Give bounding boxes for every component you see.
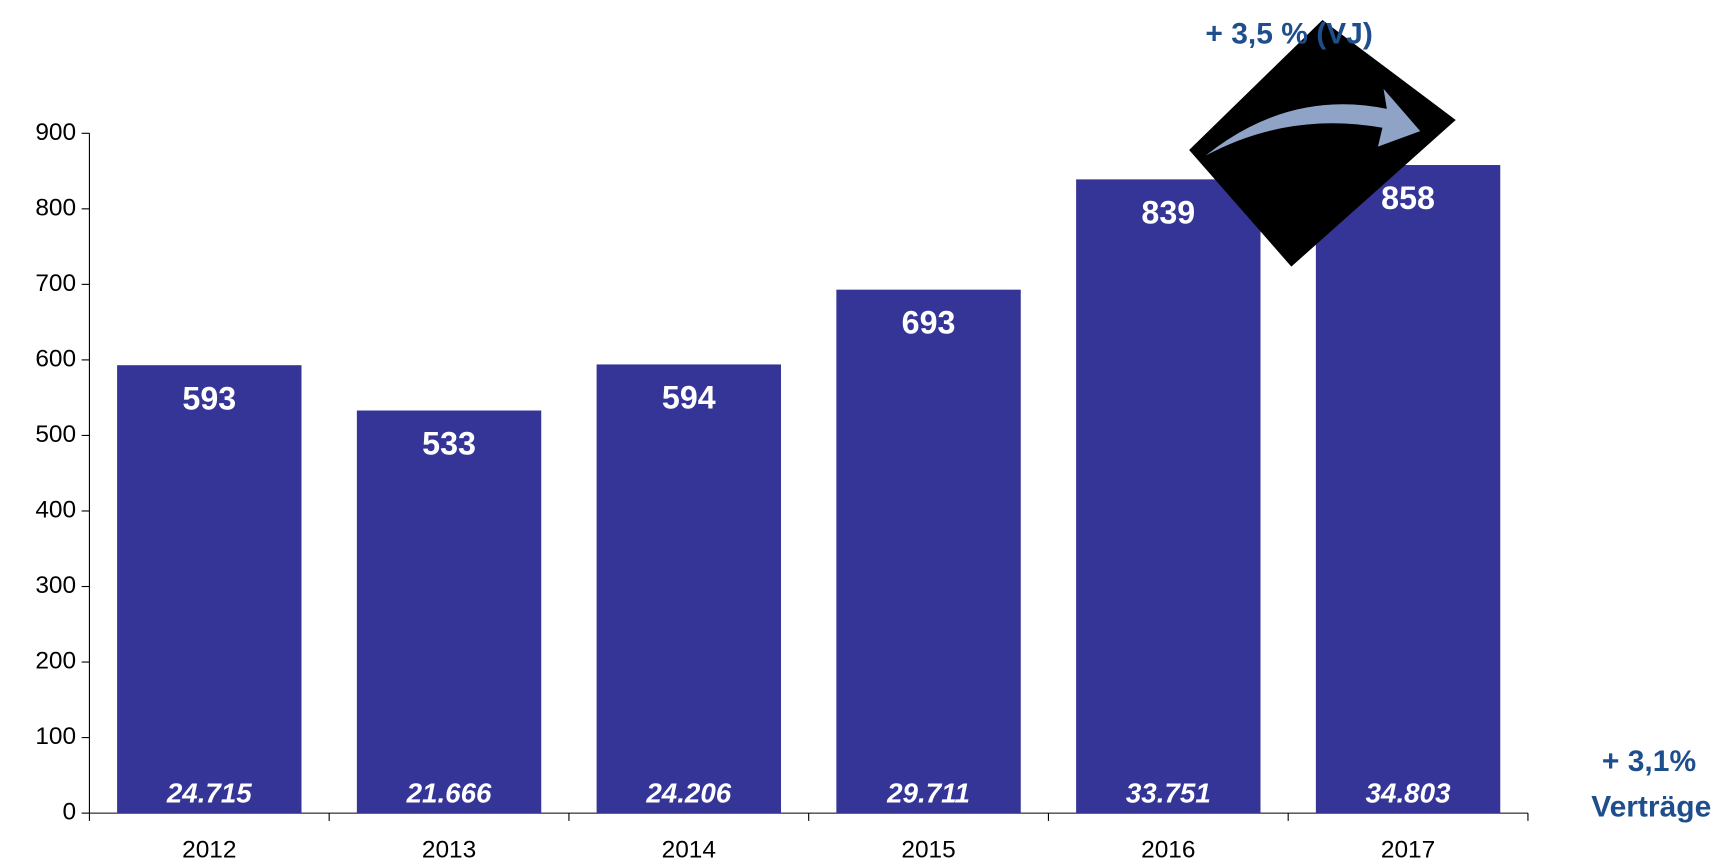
growth-annotation: + 3,5 % (VJ) bbox=[1205, 17, 1373, 50]
x-tick-label: 2017 bbox=[1381, 836, 1435, 862]
bar bbox=[1076, 179, 1261, 814]
contracts-label: Verträge bbox=[1591, 791, 1711, 824]
value-label: 593 bbox=[182, 380, 236, 416]
bar bbox=[596, 364, 782, 814]
value-label: 533 bbox=[422, 426, 476, 462]
bar-label: 24.206 bbox=[645, 778, 731, 809]
bar-label: 24.715 bbox=[166, 778, 252, 809]
value-label: 693 bbox=[902, 305, 956, 341]
y-tick-label: 300 bbox=[35, 572, 76, 599]
y-tick-label: 600 bbox=[35, 345, 76, 372]
contracts-growth: + 3,1% bbox=[1602, 745, 1696, 778]
y-tick-label: 200 bbox=[35, 648, 76, 675]
x-tick-label: 2015 bbox=[901, 836, 955, 862]
bar bbox=[117, 365, 302, 814]
y-tick-label: 0 bbox=[62, 799, 76, 826]
bar bbox=[356, 410, 542, 814]
x-tick-label: 2016 bbox=[1141, 836, 1195, 862]
x-tick-label: 2012 bbox=[182, 836, 236, 862]
x-tick-label: 2013 bbox=[422, 836, 476, 862]
y-tick-label: 400 bbox=[35, 496, 76, 523]
bar-label: 33.751 bbox=[1126, 778, 1211, 809]
bar-label: 21.666 bbox=[406, 778, 492, 809]
y-tick-label: 700 bbox=[35, 270, 76, 297]
value-label: 839 bbox=[1141, 194, 1195, 230]
value-label: 594 bbox=[662, 380, 716, 416]
x-tick-label: 2014 bbox=[662, 836, 716, 862]
y-tick-label: 500 bbox=[35, 421, 76, 448]
y-tick-label: 100 bbox=[35, 723, 76, 750]
bar bbox=[1315, 165, 1501, 814]
y-tick-label: 800 bbox=[35, 194, 76, 221]
arrow-badge bbox=[1205, 88, 1421, 156]
bar-label: 29.711 bbox=[886, 778, 970, 809]
decoration bbox=[1189, 19, 1456, 267]
arrow-badge bbox=[1189, 19, 1456, 267]
value-label: 858 bbox=[1381, 180, 1435, 216]
y-tick-label: 900 bbox=[35, 119, 76, 146]
bar bbox=[836, 289, 1021, 814]
bar-label: 34.803 bbox=[1366, 778, 1451, 809]
